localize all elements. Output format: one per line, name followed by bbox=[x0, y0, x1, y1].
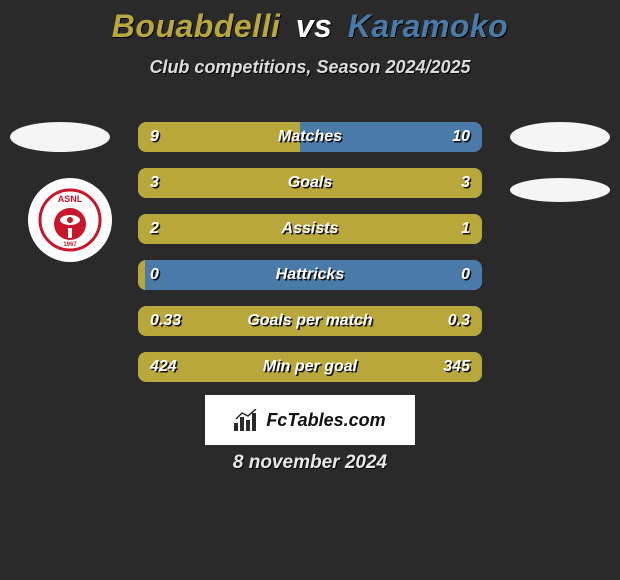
credit-text: FcTables.com bbox=[266, 410, 385, 431]
fctables-logo-icon bbox=[234, 409, 260, 431]
stat-bar: 9Matches10 bbox=[138, 122, 482, 152]
asnl-badge-icon: ASNL 1967 bbox=[38, 188, 102, 252]
stat-label: Assists bbox=[138, 220, 482, 238]
stat-bar: 0.33Goals per match0.3 bbox=[138, 306, 482, 336]
stat-bar: 0Hattricks0 bbox=[138, 260, 482, 290]
stat-value-right: 0.3 bbox=[448, 312, 470, 330]
credit-box: FcTables.com bbox=[205, 395, 415, 445]
stat-bar: 424Min per goal345 bbox=[138, 352, 482, 382]
stat-value-right: 3 bbox=[461, 174, 470, 192]
badge-text-top: ASNL bbox=[58, 194, 83, 204]
stat-bar: 2Assists1 bbox=[138, 214, 482, 244]
stat-value-right: 1 bbox=[461, 220, 470, 238]
stat-bar: 3Goals3 bbox=[138, 168, 482, 198]
badge-text-bottom: 1967 bbox=[63, 242, 77, 248]
stat-bars: 9Matches10 3Goals3 2Assists1 0Hattricks0 0.3… bbox=[138, 122, 482, 398]
date-text: 8 november 2024 bbox=[0, 452, 620, 474]
stat-value-right: 0 bbox=[461, 266, 470, 284]
player2-club-placeholder bbox=[510, 178, 610, 202]
stat-value-right: 10 bbox=[452, 128, 470, 146]
stat-value-right: 345 bbox=[443, 358, 470, 376]
stat-label: Goals bbox=[138, 174, 482, 192]
player2-photo-placeholder bbox=[510, 122, 610, 152]
player2-name: Karamoko bbox=[348, 8, 509, 44]
player1-club-badge: ASNL 1967 bbox=[28, 178, 112, 262]
comparison-title: Bouabdelli vs Karamoko bbox=[0, 0, 620, 45]
player1-name: Bouabdelli bbox=[112, 8, 281, 44]
stat-label: Hattricks bbox=[138, 266, 482, 284]
stat-label: Matches bbox=[138, 128, 482, 146]
subtitle: Club competitions, Season 2024/2025 bbox=[0, 57, 620, 78]
stat-label: Min per goal bbox=[138, 358, 482, 376]
stat-label: Goals per match bbox=[138, 312, 482, 330]
title-vs: vs bbox=[296, 8, 333, 44]
player1-photo-placeholder bbox=[10, 122, 110, 152]
